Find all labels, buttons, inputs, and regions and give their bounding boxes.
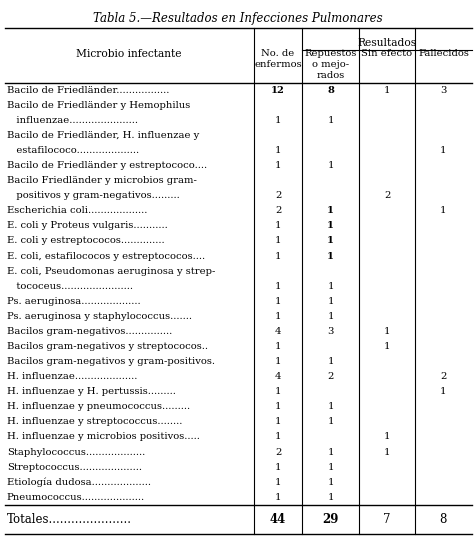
Text: 1: 1 [328,417,334,426]
Text: 1: 1 [328,297,334,306]
Text: positivos y gram-negativos.........: positivos y gram-negativos......... [7,191,179,200]
Text: 1: 1 [328,161,334,170]
Text: H. influenzae y microbios positivos.....: H. influenzae y microbios positivos..... [7,432,200,442]
Text: 2: 2 [275,448,281,456]
Text: 2: 2 [275,191,281,200]
Text: 1: 1 [327,237,334,245]
Text: Bacilo de Friedländer y Hemophilus: Bacilo de Friedländer y Hemophilus [7,101,190,110]
Text: Fallecidos: Fallecidos [418,49,469,58]
Text: Bacilo Friedländer y microbios gram-: Bacilo Friedländer y microbios gram- [7,176,197,185]
Text: 1: 1 [275,493,281,502]
Text: Bacilos gram-negativos...............: Bacilos gram-negativos............... [7,327,172,336]
Text: 1: 1 [328,493,334,502]
Text: estafilococo....................: estafilococo.................... [7,146,139,155]
Text: 8: 8 [440,513,447,526]
Text: H. influenzae y streptococcus........: H. influenzae y streptococcus........ [7,417,182,426]
Text: Sin efecto: Sin efecto [362,49,412,58]
Text: 4: 4 [275,327,281,336]
Text: Bacilo de Friedländer y estreptococo....: Bacilo de Friedländer y estreptococo.... [7,161,207,170]
Text: E. coli y Proteus vulgaris...........: E. coli y Proteus vulgaris........... [7,221,167,231]
Text: 1: 1 [275,161,281,170]
Text: 1: 1 [327,221,334,231]
Text: Streptococcus....................: Streptococcus.................... [7,462,142,472]
Text: 2: 2 [384,191,390,200]
Text: H. influenzae y pneumococcus.........: H. influenzae y pneumococcus......... [7,403,190,411]
Text: 8: 8 [327,86,334,95]
Text: Microbio infectante: Microbio infectante [76,49,182,59]
Text: 7: 7 [383,513,391,526]
Text: 1: 1 [328,478,334,487]
Text: E. coli y estreptococos..............: E. coli y estreptococos.............. [7,237,164,245]
Text: Tabla 5.—Resultados en Infecciones Pulmonares: Tabla 5.—Resultados en Infecciones Pulmo… [93,12,383,25]
Text: 1: 1 [440,206,447,215]
Text: 1: 1 [275,432,281,442]
Text: E. coli, Pseudomonas aeruginosa y strep-: E. coli, Pseudomonas aeruginosa y strep- [7,267,215,276]
Text: 1: 1 [275,417,281,426]
Text: 1: 1 [328,357,334,366]
Text: Bacilo de Friedländer.................: Bacilo de Friedländer................. [7,86,169,95]
Text: 1: 1 [384,327,390,336]
Text: Totales......................: Totales...................... [7,513,132,526]
Text: 4: 4 [275,372,281,381]
Text: 1: 1 [440,146,447,155]
Text: 1: 1 [440,387,447,396]
Text: 1: 1 [275,478,281,487]
Text: 1: 1 [275,146,281,155]
Text: 1: 1 [328,462,334,472]
Text: H. influenzae....................: H. influenzae.................... [7,372,137,381]
Text: 2: 2 [275,206,281,215]
Text: 1: 1 [275,342,281,351]
Text: 1: 1 [327,206,334,215]
Text: 1: 1 [275,221,281,231]
Text: No. de
enfermos: No. de enfermos [254,49,302,69]
Text: H. influenzae y H. pertussis.........: H. influenzae y H. pertussis......... [7,387,175,396]
Text: 1: 1 [275,237,281,245]
Text: Staphylococcus...................: Staphylococcus................... [7,448,145,456]
Text: E. coli, estafilococos y estreptococos....: E. coli, estafilococos y estreptococos..… [7,251,205,261]
Text: Repuestos
o mejo-
rados: Repuestos o mejo- rados [304,49,357,80]
Text: 1: 1 [275,403,281,411]
Text: 1: 1 [275,251,281,261]
Text: 2: 2 [440,372,447,381]
Text: 1: 1 [328,312,334,321]
Text: 29: 29 [322,513,339,526]
Text: 1: 1 [328,448,334,456]
Text: 1: 1 [275,282,281,290]
Text: Ps. aeruginosa...................: Ps. aeruginosa................... [7,297,140,306]
Text: Escherichia coli...................: Escherichia coli................... [7,206,147,215]
Text: 1: 1 [275,312,281,321]
Text: 3: 3 [440,86,447,95]
Text: 3: 3 [328,327,334,336]
Text: 2: 2 [328,372,334,381]
Text: 1: 1 [275,357,281,366]
Text: Pneumococcus....................: Pneumococcus.................... [7,493,145,502]
Text: 1: 1 [384,342,390,351]
Text: 1: 1 [327,251,334,261]
Text: 1: 1 [275,387,281,396]
Text: Etiología dudosa...................: Etiología dudosa................... [7,478,151,487]
Text: 1: 1 [384,448,390,456]
Text: tococeus.......................: tococeus....................... [7,282,133,290]
Text: 1: 1 [328,282,334,290]
Text: 1: 1 [328,116,334,125]
Text: 12: 12 [271,86,285,95]
Text: Ps. aeruginosa y staphylococcus.......: Ps. aeruginosa y staphylococcus....... [7,312,191,321]
Text: 1: 1 [328,403,334,411]
Text: 1: 1 [275,116,281,125]
Text: Bacilos gram-negativos y streptococos..: Bacilos gram-negativos y streptococos.. [7,342,208,351]
Text: Bacilos gram-negativos y gram-positivos.: Bacilos gram-negativos y gram-positivos. [7,357,215,366]
Text: 44: 44 [270,513,286,526]
Text: 1: 1 [384,86,390,95]
Text: Resultados: Resultados [357,38,417,48]
Text: influenzae......................: influenzae...................... [7,116,137,125]
Text: Bacilo de Friedländer, H. influenzae y: Bacilo de Friedländer, H. influenzae y [7,131,199,140]
Text: 1: 1 [275,297,281,306]
Text: 1: 1 [275,462,281,472]
Text: 1: 1 [384,432,390,442]
